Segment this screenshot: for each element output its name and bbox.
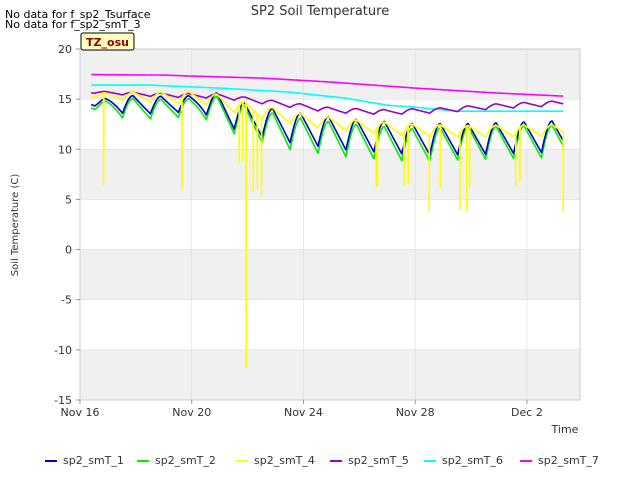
- plot-band: [80, 49, 580, 100]
- legend-item-sp2_smT_7: sp2_smT_7: [520, 454, 599, 467]
- plot-band: [80, 249, 580, 300]
- y-tick-label: -10: [54, 344, 72, 357]
- legend-item-sp2_smT_1: sp2_smT_1: [45, 454, 124, 467]
- y-tick-label: 5: [65, 193, 72, 206]
- no-data-note-tsurface: No data for f_sp2_Tsurface: [5, 8, 151, 21]
- series-line-sp2_smT_5: [90, 90, 564, 115]
- site-badge: TZ_osu: [80, 32, 135, 51]
- x-tick-label: Nov 28: [396, 406, 435, 419]
- plot-frame: [79, 48, 581, 401]
- x-tick-label: Nov 20: [172, 406, 211, 419]
- legend-label: sp2_smT_7: [538, 454, 599, 467]
- y-tick-label: 15: [58, 93, 72, 106]
- legend-item-sp2_smT_6: sp2_smT_6: [424, 454, 503, 467]
- x-tick-label: Dec 2: [511, 406, 543, 419]
- legend-label: sp2_smT_5: [348, 454, 409, 467]
- chart-title: SP2 Soil Temperature: [251, 4, 389, 19]
- legend-item-sp2_smT_2: sp2_smT_2: [137, 454, 216, 467]
- legend-label: sp2_smT_6: [442, 454, 503, 467]
- y-tick-label: -5: [61, 294, 72, 307]
- plot-band: [80, 349, 580, 400]
- series-line-sp2_smT_2: [90, 95, 564, 162]
- x-axis-label: Time: [551, 423, 579, 436]
- legend-item-sp2_smT_5: sp2_smT_5: [330, 454, 409, 467]
- legend-item-sp2_smT_4: sp2_smT_4: [236, 454, 315, 467]
- series-line-sp2_smT_4: [90, 90, 565, 368]
- y-tick-label: 0: [65, 244, 72, 257]
- y-tick-label: 20: [58, 43, 72, 56]
- plot-band: [80, 149, 580, 200]
- x-tick-label: Nov 16: [61, 406, 100, 419]
- y-axis-label: Soil Temperature (C): [10, 174, 21, 277]
- series-line-sp2_smT_6: [90, 84, 564, 112]
- series-line-sp2_smT_7: [90, 73, 564, 97]
- x-tick-label: Nov 24: [284, 406, 323, 419]
- y-tick-label: -15: [54, 394, 72, 407]
- site-badge-label: TZ_osu: [86, 36, 129, 49]
- no-data-note-smt3: No data for f_sp2_smT_3: [5, 18, 141, 31]
- legend-label: sp2_smT_1: [63, 454, 124, 467]
- y-tick-label: 10: [58, 143, 72, 156]
- legend-label: sp2_smT_4: [254, 454, 315, 467]
- legend-label: sp2_smT_2: [155, 454, 216, 467]
